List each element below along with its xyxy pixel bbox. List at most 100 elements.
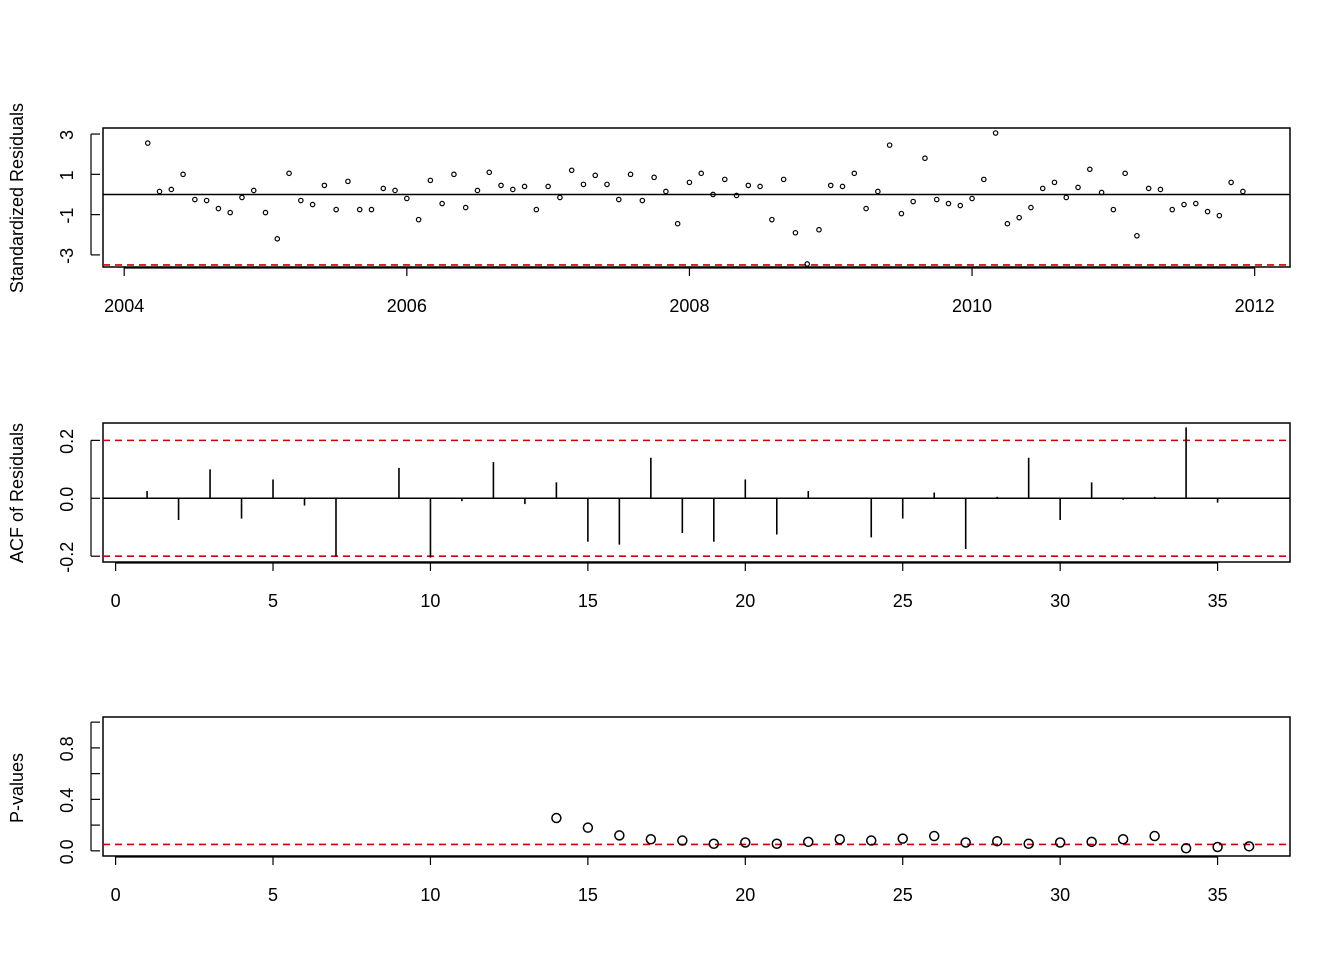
residual-point [274, 235, 281, 242]
y-tick-label: 0.0 [57, 839, 77, 864]
p-value-point [928, 830, 940, 842]
x-tick-label: 2008 [669, 296, 709, 316]
residual-point [686, 179, 693, 186]
x-tick-label: 5 [268, 591, 278, 611]
residual-point [780, 176, 787, 183]
y-tick-label: -3 [57, 248, 77, 264]
x-tick-label: 0 [111, 885, 121, 905]
acf-panel: ACF of Residuals 0 5 10 15 20 25 30 35 -0.2 0.0 0.… [7, 422, 1291, 611]
residual-point [981, 176, 987, 183]
x-tick-label: 35 [1208, 591, 1228, 611]
y-tick-label: 1 [57, 170, 77, 180]
residual-point [1016, 214, 1022, 221]
residual-point [192, 196, 198, 203]
residual-point [333, 206, 339, 213]
residual-point [156, 188, 163, 195]
x-axis: 0 5 10 15 20 25 30 35 [111, 856, 1228, 905]
p-value-point [740, 837, 751, 848]
residual-point [262, 209, 269, 216]
y-tick-label: 0.8 [57, 736, 77, 761]
p-value-point [960, 837, 971, 848]
residual-point [1110, 206, 1117, 213]
p-value-point [771, 838, 783, 850]
p-values-panel: P-values 0 5 10 15 20 25 30 35 0.0 0.4 0.8 [7, 716, 1291, 905]
y-axis: 0.0 0.4 0.8 [57, 721, 100, 864]
y-axis-label-pvalues: P-values [7, 753, 27, 823]
residual-point [710, 191, 716, 198]
residual-point [663, 188, 669, 195]
residual-point [1039, 185, 1046, 192]
residual-point [1204, 208, 1211, 215]
p-value-point [708, 838, 720, 850]
residual-point [639, 197, 646, 204]
residual-point [839, 183, 846, 190]
x-axis: 0 5 10 15 20 25 30 35 [111, 562, 1228, 611]
residual-point [250, 187, 257, 194]
residual-point [321, 182, 328, 189]
residual-point [1087, 166, 1093, 173]
residual-point [886, 142, 893, 148]
residual-point [1192, 200, 1199, 207]
x-tick-label: 25 [893, 885, 913, 905]
p-value-point [677, 835, 688, 846]
x-tick-label: 15 [578, 591, 598, 611]
p-value-point [1054, 837, 1066, 848]
residual-point [1181, 201, 1187, 208]
residual-point [898, 210, 905, 217]
residual-point [180, 171, 186, 178]
x-tick-label: 10 [420, 885, 440, 905]
residual-point [557, 194, 563, 201]
residual-point [356, 206, 363, 213]
residual-point [757, 183, 763, 190]
residual-point [674, 220, 681, 227]
residual-point [733, 192, 740, 199]
residual-point [1169, 206, 1176, 213]
residual-points [144, 130, 1246, 267]
plot-frame [102, 716, 1291, 857]
x-tick-label: 2012 [1235, 296, 1275, 316]
residual-point [1134, 232, 1140, 239]
residual-point [309, 201, 316, 208]
residual-point [227, 209, 233, 216]
p-value-point [1023, 838, 1034, 850]
residual-point [380, 185, 387, 192]
residual-point [545, 183, 551, 190]
residual-point [1063, 194, 1070, 201]
p-value-point [1117, 834, 1129, 845]
residual-point [203, 197, 210, 204]
residual-point [769, 216, 775, 223]
residual-point [451, 171, 457, 178]
y-tick-label: 0.0 [57, 487, 77, 512]
residual-point [486, 169, 493, 176]
p-value-point [645, 834, 657, 845]
residual-point [827, 182, 834, 189]
residual-point [875, 188, 881, 195]
residual-point [627, 171, 634, 178]
x-tick-label: 25 [893, 591, 913, 611]
p-value-point [1180, 843, 1192, 854]
y-axis-label-acf: ACF of Residuals [7, 423, 27, 563]
p-value-points [551, 812, 1255, 854]
y-axis: -3 -1 1 3 [57, 130, 100, 264]
plot-frame [102, 422, 1291, 563]
p-value-point [865, 835, 877, 846]
residual-point [168, 186, 175, 193]
residual-point [1098, 189, 1105, 196]
residual-point [415, 216, 422, 223]
residual-point [922, 155, 928, 162]
residual-point [1216, 212, 1223, 219]
residual-point [1004, 220, 1011, 227]
p-value-point [1243, 841, 1255, 852]
x-tick-label: 2004 [104, 296, 144, 316]
x-tick-label: 30 [1050, 591, 1070, 611]
x-tick-label: 20 [735, 591, 755, 611]
residual-point [1028, 204, 1034, 211]
x-tick-label: 2006 [387, 296, 427, 316]
y-tick-label: 3 [57, 130, 77, 140]
y-axis-label-residuals: Standardized Residuals [7, 103, 27, 293]
residual-point [698, 170, 705, 177]
residual-point [462, 204, 469, 211]
residual-point [721, 176, 728, 183]
residual-point [215, 205, 222, 212]
